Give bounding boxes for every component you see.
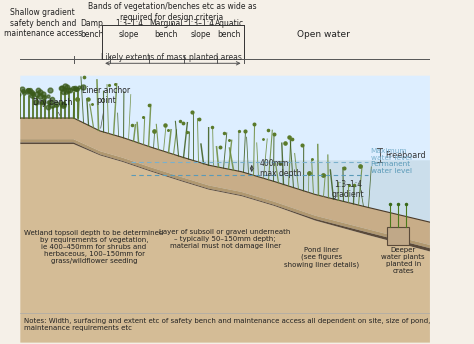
Polygon shape [151, 160, 430, 245]
Text: Freeboard: Freeboard [386, 151, 426, 160]
Polygon shape [20, 144, 430, 343]
Polygon shape [20, 139, 430, 248]
Text: Maximum
water level: Maximum water level [371, 148, 411, 161]
Text: Aquatic
bench: Aquatic bench [215, 20, 244, 39]
Bar [387, 227, 410, 245]
Polygon shape [20, 142, 430, 251]
Polygon shape [20, 76, 430, 222]
Text: Pond liner
(see figures
showing liner details): Pond liner (see figures showing liner de… [284, 247, 359, 268]
Text: 400mm
max depth: 400mm max depth [260, 159, 301, 178]
Text: Liner anchor
point: Liner anchor point [82, 86, 130, 128]
Text: 1:3–1:4
slope: 1:3–1:4 slope [115, 20, 143, 39]
Text: Damp
bench: Damp bench [80, 20, 104, 39]
Text: Permanent
water level: Permanent water level [371, 161, 411, 174]
Text: Bands of vegetation/benches etc as wide as
required for design criteria: Bands of vegetation/benches etc as wide … [88, 2, 256, 22]
Text: Notes: Width, surfacing and extent etc of safety bench and maintenance access al: Notes: Width, surfacing and extent etc o… [24, 318, 431, 331]
Text: Open water: Open water [297, 30, 350, 39]
Text: Wetland topsoil depth to be determined
by requirements of vegetation,
ie 400–450: Wetland topsoil depth to be determined b… [25, 230, 164, 264]
Text: 1:3–1:4
gradient: 1:3–1:4 gradient [332, 180, 365, 199]
Text: Likely extents of mass planted areas: Likely extents of mass planted areas [101, 53, 242, 62]
Text: 1:3–1:4
slope: 1:3–1:4 slope [186, 20, 215, 39]
Text: Deeper
water plants
planted in
crates: Deeper water plants planted in crates [382, 247, 425, 273]
Text: Layer of subsoil or gravel underneath
– typically 50–150mm depth;
material must : Layer of subsoil or gravel underneath – … [159, 229, 291, 249]
Text: Shallow gradient
safety bench and
maintenance access: Shallow gradient safety bench and mainte… [4, 9, 82, 38]
Text: Marginal
bench: Marginal bench [149, 20, 182, 39]
Polygon shape [20, 118, 430, 245]
Text: Dry bench: Dry bench [33, 98, 73, 116]
